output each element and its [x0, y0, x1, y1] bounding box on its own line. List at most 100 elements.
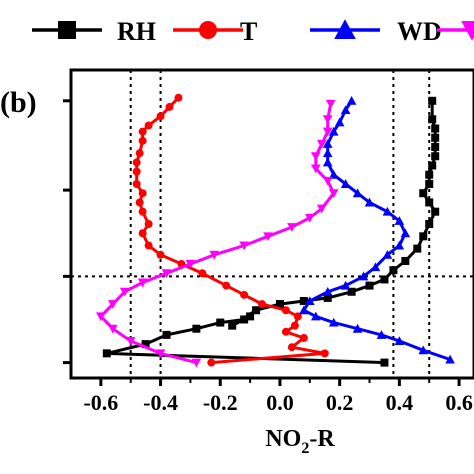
data-point-ws	[107, 324, 118, 334]
data-point-ws	[310, 164, 321, 174]
data-point-wd	[352, 188, 363, 198]
data-point-rh	[428, 96, 437, 105]
data-point-t	[287, 343, 296, 352]
data-point-rh	[428, 161, 437, 170]
data-point-t	[132, 158, 141, 167]
data-point-ws	[161, 269, 172, 279]
data-point-wd	[445, 354, 455, 364]
x-tick-label: 0.2	[326, 390, 354, 415]
data-point-ws	[125, 337, 136, 346]
data-point-ws	[155, 349, 166, 359]
x-tick-label: -0.6	[83, 390, 118, 415]
data-point-rh	[380, 275, 389, 284]
data-point-rh	[252, 306, 261, 315]
data-point-wd	[340, 280, 351, 290]
data-point-t	[207, 358, 216, 367]
x-axis-label: NO2-R	[265, 426, 335, 457]
data-point-ws	[322, 176, 333, 186]
data-point-t	[293, 312, 302, 321]
legend: RH T WD	[32, 17, 474, 46]
data-point-wd	[394, 216, 405, 225]
data-point-wd	[400, 228, 411, 238]
data-point-rh	[428, 115, 437, 124]
data-point-wd	[328, 126, 339, 136]
data-point-rh	[401, 256, 410, 265]
series-line-wd	[302, 99, 451, 361]
data-point-wd	[418, 345, 429, 355]
data-point-rh	[216, 318, 225, 327]
data-point-rh	[141, 340, 150, 349]
data-point-wd	[322, 157, 333, 167]
data-point-ws	[316, 139, 327, 149]
data-point-ws	[328, 189, 339, 198]
data-point-rh	[425, 198, 434, 207]
data-point-t	[135, 149, 144, 158]
data-point-rh	[431, 207, 440, 216]
data-point-wd	[364, 197, 375, 207]
data-point-wd	[382, 250, 393, 259]
data-point-wd	[382, 206, 393, 216]
data-point-rh	[431, 143, 440, 151]
data-point-t	[138, 127, 147, 136]
data-point-rh	[380, 358, 389, 367]
series-rh	[102, 96, 440, 367]
data-point-rh	[102, 349, 111, 358]
data-point-wd	[346, 96, 357, 105]
data-point-ws	[322, 127, 333, 137]
data-point-t	[165, 102, 174, 111]
data-point-wd	[299, 305, 309, 315]
data-point-rh	[389, 266, 398, 275]
data-point-wd	[394, 240, 405, 250]
data-point-rh	[365, 281, 374, 290]
data-point-ws	[96, 312, 106, 322]
legend-label-t: T	[240, 17, 257, 46]
data-point-ws	[316, 204, 327, 214]
data-point-t	[290, 321, 299, 330]
data-point-t	[174, 93, 183, 102]
x-tick-label: 0.6	[445, 390, 473, 415]
data-point-t	[132, 167, 141, 176]
data-point-t	[132, 179, 141, 188]
data-point-ws	[209, 250, 220, 260]
data-point-t	[320, 349, 329, 358]
data-point-wd	[310, 311, 321, 321]
data-point-rh	[419, 189, 428, 198]
data-point-ws	[263, 232, 273, 242]
data-point-wd	[334, 117, 345, 127]
data-point-t	[198, 269, 207, 278]
data-point-wd	[328, 169, 339, 179]
data-point-wd	[376, 330, 387, 339]
series-ws	[96, 99, 339, 368]
legend-marker-ws	[461, 21, 474, 41]
legend-marker-rh	[58, 21, 76, 39]
x-tick-label: -0.4	[143, 390, 178, 415]
data-point-rh	[246, 312, 255, 321]
plot-frame	[69, 68, 474, 380]
x-axis-label-main: NO	[265, 426, 301, 452]
data-point-t	[144, 220, 153, 228]
data-point-rh	[425, 170, 434, 179]
data-point-ws	[310, 152, 321, 162]
data-point-rh	[275, 300, 284, 309]
x-tick-label: 0.0	[266, 390, 294, 415]
data-point-wd	[394, 336, 405, 346]
data-point-t	[281, 327, 290, 336]
data-point-t	[138, 189, 147, 198]
data-point-wd	[370, 262, 381, 272]
data-point-rh	[419, 232, 428, 241]
data-point-rh	[431, 152, 440, 161]
data-point-t	[240, 290, 249, 299]
data-point-wd	[322, 286, 333, 296]
data-point-wd	[358, 271, 369, 281]
data-point-ws	[119, 287, 130, 297]
data-point-rh	[192, 324, 201, 333]
legend-label-wd: WD	[397, 17, 442, 46]
data-point-ws	[185, 260, 196, 269]
data-point-t	[144, 241, 153, 250]
legend-marker-t	[199, 21, 217, 39]
x-axis-label-subscript: 2	[301, 440, 309, 457]
legend-marker-wd	[334, 19, 356, 39]
series-t	[132, 93, 329, 367]
data-point-wd	[328, 317, 339, 327]
